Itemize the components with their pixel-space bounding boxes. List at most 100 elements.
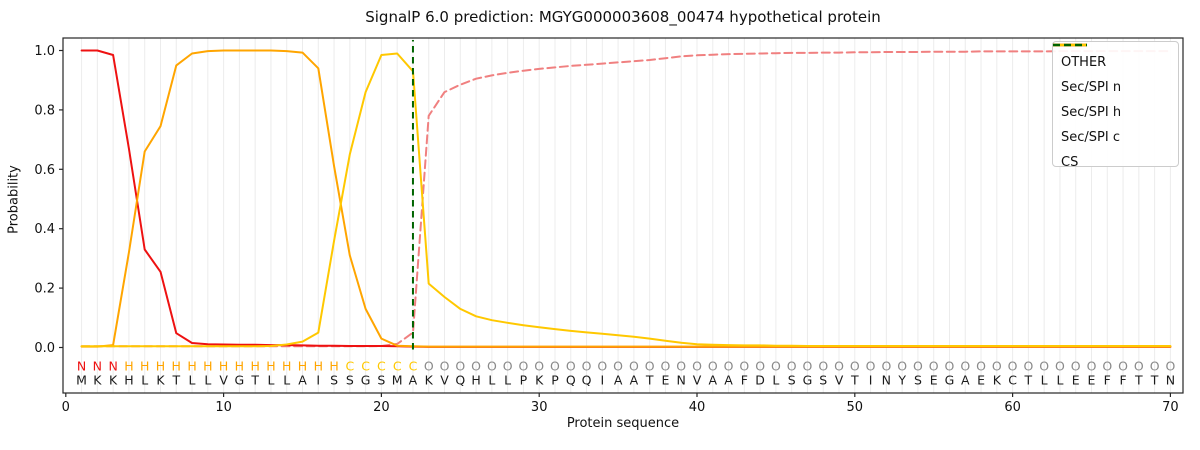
region-letter: O	[1023, 359, 1033, 374]
region-letter: O	[1102, 359, 1112, 374]
region-letter: O	[771, 359, 781, 374]
region-letter: O	[850, 359, 860, 374]
sequence-letter: L	[141, 373, 148, 388]
region-letter: C	[393, 359, 402, 374]
region-letter: H	[329, 359, 338, 374]
region-letter: C	[345, 359, 354, 374]
sequence-letter: L	[504, 373, 511, 388]
region-letter: O	[724, 359, 734, 374]
legend-item-sec-spi-h: Sec/SPI h	[1053, 43, 1178, 125]
sequence-letter: V	[693, 373, 702, 388]
sequence-letter: S	[330, 373, 338, 388]
legend: OTHER Sec/SPI n Sec/SPI h Sec/SPI c CS	[1052, 41, 1179, 170]
region-letter: O	[866, 359, 876, 374]
x-axis-label: Protein sequence	[566, 416, 680, 431]
region-letter: O	[787, 359, 797, 374]
sequence-letter: E	[977, 373, 985, 388]
sequence-letter: T	[1134, 373, 1143, 388]
sequence-letter: K	[425, 373, 434, 388]
region-letter: O	[487, 359, 497, 374]
region-letter: O	[566, 359, 576, 374]
region-letter: N	[108, 359, 117, 374]
region-letter: O	[1150, 359, 1160, 374]
region-letter: O	[629, 359, 639, 374]
sequence-letter: V	[219, 373, 228, 388]
sequence-letter: A	[630, 373, 639, 388]
sequence-letter: L	[267, 373, 274, 388]
region-letter: O	[992, 359, 1002, 374]
region-letter: N	[93, 359, 102, 374]
region-letter: O	[692, 359, 702, 374]
legend-label: Sec/SPI h	[1061, 105, 1122, 120]
region-letter: O	[913, 359, 923, 374]
region-letter: O	[1134, 359, 1144, 374]
sequence-letter: D	[755, 373, 765, 388]
sequence-letter: L	[204, 373, 211, 388]
curve-sec-spi-h	[80, 49, 1172, 348]
sequence-letter: K	[535, 373, 544, 388]
sequence-letter: A	[961, 373, 970, 388]
region-letter: O	[739, 359, 749, 374]
region-letter: C	[409, 359, 418, 374]
sequence-letter: Q	[566, 373, 576, 388]
sequence-letter: L	[488, 373, 495, 388]
sequence-letter: G	[235, 373, 245, 388]
sequence-letter: K	[93, 373, 102, 388]
region-letter: H	[219, 359, 228, 374]
axes-frame	[62, 37, 1184, 394]
sequence-letter: K	[156, 373, 165, 388]
region-letter: O	[676, 359, 686, 374]
sequence-letter: F	[1119, 373, 1126, 388]
sequence-letter: G	[803, 373, 813, 388]
region-letter: O	[1039, 359, 1049, 374]
region-letter: O	[960, 359, 970, 374]
curve-other	[80, 50, 1172, 348]
region-letter: H	[187, 359, 196, 374]
sequence-letter: A	[708, 373, 717, 388]
region-letter: O	[945, 359, 955, 374]
sequence-letter: N	[1166, 373, 1175, 388]
legend-label: CS	[1061, 155, 1079, 170]
region-letter: O	[803, 359, 813, 374]
region-letter: O	[518, 359, 528, 374]
region-letter: O	[897, 359, 907, 374]
x-tick-label: 30	[531, 400, 548, 415]
sequence-letter: G	[945, 373, 955, 388]
x-tick-label: 50	[847, 400, 864, 415]
x-tick-label: 10	[215, 400, 232, 415]
sequence-letter: A	[298, 373, 307, 388]
region-letter: O	[976, 359, 986, 374]
sequence-letter: I	[316, 373, 320, 388]
sequence-letter: T	[645, 373, 654, 388]
region-letter: O	[1118, 359, 1128, 374]
sequence-letter: L	[189, 373, 196, 388]
region-letter: O	[1008, 359, 1018, 374]
sequence-letter: M	[392, 373, 403, 388]
sequence-letter: Y	[897, 373, 906, 388]
region-letter: O	[818, 359, 828, 374]
region-letter: O	[471, 359, 481, 374]
x-tick-label: 60	[1004, 400, 1021, 415]
region-letter: O	[929, 359, 939, 374]
legend-label: Sec/SPI c	[1061, 130, 1120, 145]
sequence-letter: K	[109, 373, 118, 388]
y-tick-label: 0.4	[34, 222, 55, 237]
sequence-letter: N	[677, 373, 686, 388]
x-tick-label: 20	[373, 400, 390, 415]
sequence-letter: K	[993, 373, 1002, 388]
region-letter: H	[124, 359, 133, 374]
sequence-letter: E	[1088, 373, 1096, 388]
region-letter: O	[550, 359, 560, 374]
x-tick-label: 40	[689, 400, 706, 415]
region-letter: H	[172, 359, 181, 374]
sequence-letter: V	[440, 373, 449, 388]
region-letter: H	[203, 359, 212, 374]
legend-item-sec-spi-c: Sec/SPI c	[1053, 43, 1178, 150]
sequence-letter: H	[471, 373, 480, 388]
y-tick-label: 0.6	[34, 163, 55, 178]
sequence-letter: E	[930, 373, 938, 388]
sequence-letter: S	[914, 373, 922, 388]
sequence-letter: F	[741, 373, 748, 388]
